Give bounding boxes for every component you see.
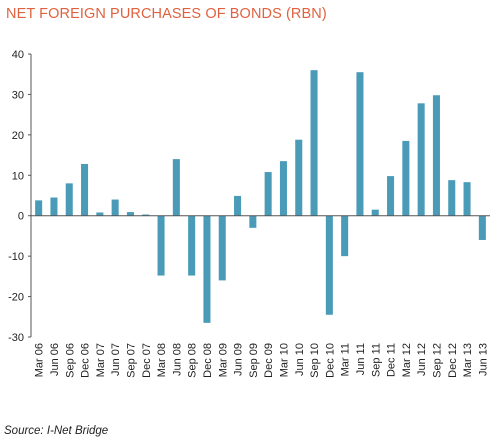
x-tick-label: Sep 10: [309, 343, 321, 378]
bar: [295, 139, 303, 216]
y-tick-label: 20: [12, 130, 24, 142]
bar: [142, 214, 150, 216]
bar: [325, 215, 333, 315]
bar: [157, 215, 165, 276]
bar: [188, 215, 196, 276]
bar: [387, 176, 395, 216]
x-tick-label: Dec 06: [80, 343, 92, 378]
bar: [417, 103, 425, 216]
y-tick-labels: 40 30 20 10 0 -10 -20 -30: [8, 49, 24, 344]
bar: [310, 70, 318, 216]
y-tick-label: 40: [12, 49, 24, 61]
bar: [65, 183, 73, 216]
x-tick-label: Dec 07: [141, 343, 153, 378]
x-tick-label: Jun 09: [233, 343, 245, 376]
bar: [96, 212, 104, 216]
x-tick-label: Jun 07: [110, 343, 122, 376]
x-tick-label: Dec 10: [324, 343, 336, 378]
axes: [28, 53, 490, 338]
x-tick-label: Sep 11: [370, 343, 382, 377]
source-note: Source: I-Net Bridge: [4, 425, 109, 437]
x-tick-label: Dec 11: [386, 343, 398, 377]
y-tick-label: 0: [18, 211, 24, 223]
x-tick-label: Jun 06: [49, 343, 61, 376]
bar: [50, 197, 58, 216]
y-tick-label: -30: [8, 332, 24, 344]
x-tick-label: Jun 12: [416, 343, 428, 376]
y-tick-label: 30: [12, 89, 24, 101]
bar: [126, 212, 134, 216]
bar: [463, 182, 471, 216]
bar: [478, 215, 486, 240]
bar: [264, 172, 272, 216]
chart-title: NET FOREIGN PURCHASES OF BONDS (RBN): [6, 6, 327, 22]
bar: [111, 199, 119, 216]
bar: [402, 140, 410, 216]
bar: [172, 159, 180, 216]
bar: [81, 163, 89, 216]
y-tick-label: 10: [12, 170, 24, 182]
x-tick-label: Dec 09: [263, 343, 275, 378]
x-tick-label: Dec 08: [202, 343, 214, 378]
x-tick-label: Jun 10: [294, 343, 306, 376]
x-tick-label: Dec 12: [447, 343, 459, 378]
bar: [432, 95, 440, 216]
x-tick-label: Mar 13: [462, 343, 474, 377]
bar: [218, 215, 226, 281]
bar: [35, 200, 43, 216]
bar: [249, 215, 257, 228]
bar: [279, 161, 287, 216]
y-tick-label: -10: [8, 251, 24, 263]
x-tick-label: Sep 12: [431, 343, 443, 378]
x-tick-label: Sep 06: [64, 343, 76, 378]
x-tick-label: Mar 07: [95, 343, 107, 377]
x-tick-label: Mar 06: [34, 343, 46, 377]
x-tick-label: Sep 09: [248, 343, 260, 378]
x-tick-label: Mar 08: [156, 343, 168, 377]
x-tick-label: Mar 10: [278, 343, 290, 377]
bar: [341, 215, 349, 257]
x-tick-labels: Mar 06 Jun 06 Sep 06 Dec 06 Mar 07 Jun 07 Sep …: [34, 343, 490, 378]
y-tick-label: -20: [8, 292, 24, 304]
bar: [371, 209, 379, 216]
bar: [203, 215, 211, 323]
x-tick-label: Sep 08: [187, 343, 199, 378]
x-tick-label: Jun 11: [355, 343, 367, 375]
bars: [35, 70, 486, 323]
x-tick-label: Jun 08: [171, 343, 183, 376]
x-tick-label: Jun 13: [477, 343, 489, 376]
x-tick-label: Mar 12: [401, 343, 413, 377]
x-tick-label: Sep 07: [125, 343, 137, 378]
x-tick-label: Mar 11: [340, 343, 352, 376]
bar: [234, 195, 242, 216]
x-tick-label: Mar 09: [217, 343, 229, 377]
bar: [356, 72, 364, 216]
bar: [448, 180, 456, 216]
